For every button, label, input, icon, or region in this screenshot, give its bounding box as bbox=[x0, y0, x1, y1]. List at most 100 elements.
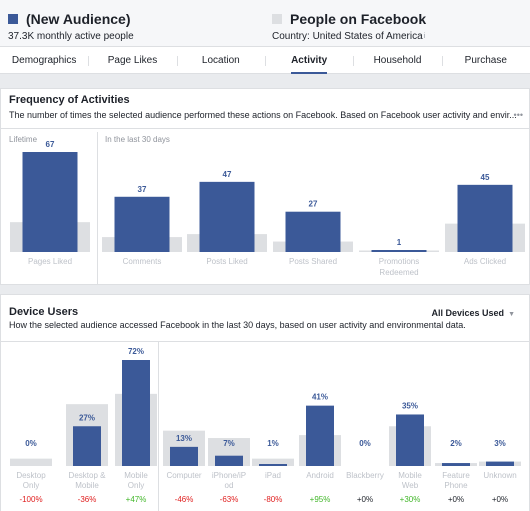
group-label-lifetime: Lifetime bbox=[9, 135, 38, 144]
category-label-mobile-web-2: Web bbox=[402, 481, 419, 490]
audience-bar-posts-liked bbox=[199, 181, 255, 252]
category-label-mobile-web: Mobile bbox=[398, 471, 422, 480]
data-label-posts-liked: 47 bbox=[223, 170, 232, 179]
difference-mobile-web: +30% bbox=[400, 495, 421, 504]
category-label-iphone-ipod: iPhone/iP bbox=[212, 471, 246, 480]
category-label-mobile-only: Mobile bbox=[124, 471, 148, 480]
data-label-posts-shared: 27 bbox=[309, 200, 318, 209]
insights-tabs: Demographics Page Likes Location Activity Ho… bbox=[0, 47, 530, 74]
difference-ipad: -80% bbox=[264, 495, 283, 504]
audience-bar-computer bbox=[170, 446, 198, 466]
audience-bar-iphone-ipod bbox=[215, 455, 243, 466]
category-label-desktop-only: Desktop bbox=[16, 471, 46, 480]
difference-desktop-mobile: -36% bbox=[78, 495, 97, 504]
difference-android: +95% bbox=[310, 495, 331, 504]
difference-mobile-only: +47% bbox=[126, 495, 147, 504]
info-icon[interactable]: i bbox=[423, 33, 426, 40]
audience-bar-desktop-mobile bbox=[73, 426, 101, 466]
category-label-promotions-redeemed-2: Redeemed bbox=[379, 268, 418, 277]
difference-unknown: +0% bbox=[492, 495, 508, 504]
tab-household[interactable]: Household bbox=[353, 47, 441, 73]
frequency-chart: Lifetime In the last 30 days 67 Pages Liked… bbox=[9, 132, 525, 284]
category-label-posts-shared: Posts Shared bbox=[289, 257, 337, 266]
category-label-posts-liked: Posts Liked bbox=[206, 257, 247, 266]
frequency-header: Frequency of Activities The number of ti… bbox=[1, 89, 529, 129]
difference-iphone-ipod: -63% bbox=[220, 495, 239, 504]
category-label-computer: Computer bbox=[166, 471, 201, 480]
data-label-promotions-redeemed: 1 bbox=[397, 238, 402, 247]
difference-feature-phone: +0% bbox=[448, 495, 464, 504]
audience-bar-mobile-web bbox=[396, 414, 424, 466]
category-label-desktop-mobile: Desktop & bbox=[69, 471, 107, 480]
data-label-mobile-web: 35% bbox=[402, 401, 418, 410]
data-label-desktop-mobile: 27% bbox=[79, 413, 95, 422]
ellipsis-icon[interactable]: ••• bbox=[513, 110, 523, 120]
comparison-title: People on Facebook bbox=[290, 11, 427, 27]
devices-dropdown[interactable]: All Devices Used ▼ bbox=[432, 308, 515, 318]
difference-desktop-only: -100% bbox=[19, 495, 42, 504]
selected-audience: (New Audience) 37.3K monthly active peop… bbox=[8, 11, 134, 43]
audience-bar-feature-phone bbox=[442, 463, 470, 466]
audience-legend-swatch bbox=[8, 14, 18, 24]
difference-blackberry: +0% bbox=[357, 495, 373, 504]
audience-header: (New Audience) 37.3K monthly active peop… bbox=[0, 0, 530, 47]
audience-bar-posts-shared bbox=[285, 211, 341, 252]
audience-size: 37.3K monthly active people bbox=[8, 31, 134, 42]
audience-bar-ads-clicked bbox=[457, 184, 513, 252]
data-label-ipad: 1% bbox=[267, 439, 279, 448]
device-title: Device Users bbox=[9, 306, 79, 318]
category-label-blackberry: Blackberry bbox=[346, 471, 384, 480]
category-label-ipad: iPad bbox=[265, 471, 281, 480]
audience-bar-unknown bbox=[486, 461, 514, 466]
devices-dropdown-label: All Devices Used bbox=[431, 308, 505, 318]
category-label-desktop-only-2: Only bbox=[23, 481, 39, 490]
baseline-bar-desktop-only bbox=[10, 458, 52, 466]
tab-purchase[interactable]: Purchase bbox=[441, 47, 530, 73]
category-label-comments: Comments bbox=[123, 257, 162, 266]
difference-computer: -46% bbox=[175, 495, 194, 504]
category-label-iphone-ipod-2: od bbox=[225, 481, 234, 490]
data-label-comments: 37 bbox=[138, 185, 147, 194]
category-label-feature-phone-2: Phone bbox=[444, 481, 468, 490]
comparison-country: Country: United States of America bbox=[272, 31, 423, 42]
audience-bar-comments bbox=[114, 196, 170, 252]
data-label-blackberry: 0% bbox=[359, 439, 371, 448]
audience-bar-promotions-redeemed bbox=[371, 250, 427, 252]
category-label-promotions-redeemed: Promotions bbox=[379, 257, 419, 266]
category-label-ads-clicked: Ads Clicked bbox=[464, 257, 506, 266]
tab-page-likes[interactable]: Page Likes bbox=[88, 47, 176, 73]
category-label-android: Android bbox=[306, 471, 334, 480]
group-label-last-30-days: In the last 30 days bbox=[105, 135, 170, 144]
data-label-feature-phone: 2% bbox=[450, 439, 462, 448]
data-label-mobile-only: 72% bbox=[128, 347, 144, 356]
audience-bar-mobile-only bbox=[122, 360, 150, 466]
category-label-feature-phone: Feature bbox=[442, 471, 470, 480]
device-header: Device Users How the selected audience a… bbox=[1, 295, 529, 342]
category-label-desktop-mobile-2: Mobile bbox=[75, 481, 99, 490]
data-label-pages-liked: 67 bbox=[46, 140, 55, 149]
data-label-ads-clicked: 45 bbox=[481, 173, 490, 182]
frequency-title: Frequency of Activities bbox=[9, 94, 130, 106]
device-card: Device Users How the selected audience a… bbox=[0, 294, 530, 511]
audience-bar-pages-liked bbox=[22, 152, 78, 252]
data-label-unknown: 3% bbox=[494, 439, 506, 448]
data-label-android: 41% bbox=[312, 393, 328, 402]
data-label-desktop-only: 0% bbox=[25, 439, 37, 448]
category-label-pages-liked: Pages Liked bbox=[28, 257, 72, 266]
frequency-card: Frequency of Activities The number of ti… bbox=[0, 88, 530, 285]
tab-activity[interactable]: Activity bbox=[264, 47, 353, 74]
category-label-mobile-only-2: Only bbox=[128, 481, 144, 490]
comparison-legend-swatch bbox=[272, 14, 282, 24]
baseline-bar-ipad bbox=[252, 458, 294, 466]
data-label-iphone-ipod: 7% bbox=[223, 439, 235, 448]
category-label-unknown: Unknown bbox=[483, 471, 516, 480]
chevron-down-icon: ▼ bbox=[508, 311, 515, 318]
audience-bar-ipad bbox=[259, 464, 287, 466]
audience-title: (New Audience) bbox=[26, 11, 131, 27]
comparison-audience: People on Facebook Country: United State… bbox=[272, 11, 426, 43]
audience-bar-android bbox=[306, 405, 334, 466]
tab-demographics[interactable]: Demographics bbox=[11, 55, 77, 66]
tab-location[interactable]: Location bbox=[176, 47, 265, 73]
data-label-computer: 13% bbox=[176, 434, 192, 443]
